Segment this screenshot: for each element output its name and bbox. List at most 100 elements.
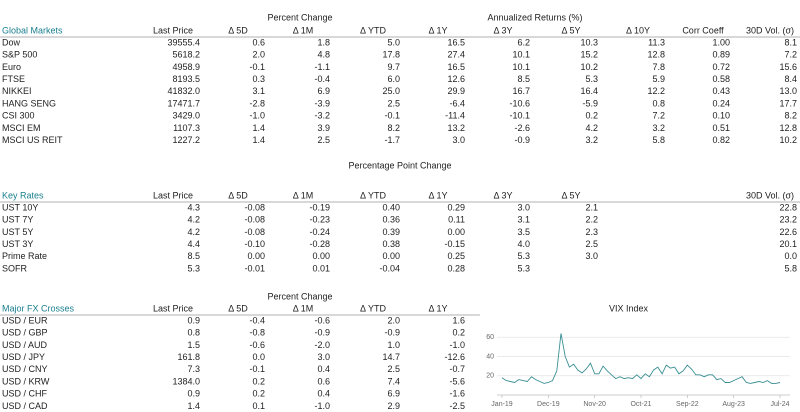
cell: 0.4 bbox=[317, 364, 330, 374]
cell: 3.2 bbox=[652, 123, 665, 133]
cell: 2.3 bbox=[585, 227, 598, 237]
cell: 1384.0 bbox=[172, 376, 200, 386]
column-header: Δ 5Y bbox=[561, 190, 580, 200]
cell: -0.4 bbox=[249, 315, 265, 325]
row-label: USD / EUR bbox=[2, 315, 48, 325]
x-tick-label: Jul-24 bbox=[770, 401, 789, 408]
cell: 16.4 bbox=[580, 86, 598, 96]
cell: -0.7 bbox=[449, 364, 465, 374]
cell: 15.2 bbox=[580, 50, 598, 60]
cell: 0.9 bbox=[187, 389, 200, 399]
cell: -1.0 bbox=[449, 340, 465, 350]
cell: 2.1 bbox=[585, 202, 598, 212]
cell: -0.4 bbox=[314, 74, 330, 84]
cell: 20.1 bbox=[779, 239, 797, 249]
cell: 0.24 bbox=[712, 98, 730, 108]
cell: -2.8 bbox=[249, 98, 265, 108]
column-header: Δ 5Y bbox=[561, 25, 580, 35]
cell: 10.1 bbox=[512, 50, 530, 60]
cell: 4.2 bbox=[187, 215, 200, 225]
cell: 2.0 bbox=[252, 50, 265, 60]
cell: 6.0 bbox=[387, 74, 400, 84]
cell: 1.5 bbox=[187, 340, 200, 350]
row-label: Dow bbox=[2, 37, 21, 47]
cell: 0.3 bbox=[252, 74, 265, 84]
x-tick-label: Sep-22 bbox=[676, 401, 699, 408]
row-label: USD / CAD bbox=[2, 401, 48, 411]
y-tick-label: 60 bbox=[486, 334, 494, 341]
cell: 12.8 bbox=[779, 123, 797, 133]
cell: -0.28 bbox=[309, 239, 330, 249]
cell: 0.01 bbox=[312, 263, 330, 273]
row-label: SOFR bbox=[2, 263, 28, 273]
cell: 2.2 bbox=[585, 215, 598, 225]
row-label: USD / CNY bbox=[2, 364, 48, 374]
cell: 25.0 bbox=[382, 86, 400, 96]
cell: 3.5 bbox=[517, 227, 530, 237]
cell: 3.1 bbox=[252, 86, 265, 96]
row-label: HANG SENG bbox=[2, 98, 56, 108]
cell: 4958.9 bbox=[172, 62, 200, 72]
cell: 13.0 bbox=[779, 86, 797, 96]
cell: 6.9 bbox=[387, 389, 400, 399]
cell: 27.4 bbox=[447, 50, 465, 60]
group-header: Percent Change bbox=[267, 12, 332, 22]
cell: 0.2 bbox=[452, 328, 465, 338]
row-label: NIKKEI bbox=[2, 86, 32, 96]
column-header: Δ 1Y bbox=[428, 303, 447, 313]
row-label: MSCI EM bbox=[2, 123, 41, 133]
cell: 0.25 bbox=[447, 251, 465, 261]
cell: 2.5 bbox=[387, 364, 400, 374]
cell: 3.9 bbox=[317, 123, 330, 133]
cell: -0.23 bbox=[309, 215, 330, 225]
group-header: Annualized Returns (%) bbox=[487, 12, 582, 22]
row-label: FTSE bbox=[2, 74, 25, 84]
row-label: USD / AUD bbox=[2, 340, 48, 350]
cell: 3.1 bbox=[517, 215, 530, 225]
section-title: Key Rates bbox=[2, 190, 44, 200]
row-label: Euro bbox=[2, 62, 21, 72]
cell: 0.6 bbox=[317, 376, 330, 386]
cell: -1.1 bbox=[314, 62, 330, 72]
cell: -1.7 bbox=[384, 135, 400, 145]
cell: 0.0 bbox=[252, 352, 265, 362]
cell: -3.2 bbox=[314, 111, 330, 121]
cell: 1.0 bbox=[387, 340, 400, 350]
cell: 3.0 bbox=[517, 202, 530, 212]
cell: 2.9 bbox=[387, 401, 400, 411]
row-label: MSCI US REIT bbox=[2, 135, 63, 145]
cell: 22.8 bbox=[779, 202, 797, 212]
column-header: Δ YTD bbox=[360, 190, 387, 200]
cell: -0.9 bbox=[384, 328, 400, 338]
row-label: USD / GBP bbox=[2, 328, 48, 338]
cell: -5.9 bbox=[582, 98, 598, 108]
cell: -0.08 bbox=[244, 202, 265, 212]
cell: 4.2 bbox=[585, 123, 598, 133]
cell: 7.3 bbox=[187, 364, 200, 374]
cell: 3.2 bbox=[585, 135, 598, 145]
cell: 0.2 bbox=[252, 389, 265, 399]
cell: -0.04 bbox=[379, 263, 400, 273]
cell: 5.3 bbox=[585, 74, 598, 84]
column-header: Δ 5D bbox=[228, 303, 248, 313]
y-tick-label: 40 bbox=[486, 353, 494, 360]
column-header: Last Price bbox=[153, 303, 193, 313]
cell: 10.3 bbox=[580, 37, 598, 47]
row-label: CSI 300 bbox=[2, 111, 35, 121]
x-tick-label: Jan-19 bbox=[491, 401, 513, 408]
cell: 3.0 bbox=[452, 135, 465, 145]
cell: 4.4 bbox=[187, 239, 200, 249]
cell: 0.38 bbox=[382, 239, 400, 249]
cell: 5.8 bbox=[652, 135, 665, 145]
x-tick-label: Oct-21 bbox=[630, 401, 651, 408]
cell: 12.8 bbox=[647, 50, 665, 60]
cell: 14.7 bbox=[382, 352, 400, 362]
cell: 5.8 bbox=[784, 263, 797, 273]
cell: 7.2 bbox=[652, 111, 665, 121]
row-label: Prime Rate bbox=[2, 251, 47, 261]
cell: 8.5 bbox=[517, 74, 530, 84]
row-label: UST 7Y bbox=[2, 215, 33, 225]
cell: 10.1 bbox=[512, 62, 530, 72]
